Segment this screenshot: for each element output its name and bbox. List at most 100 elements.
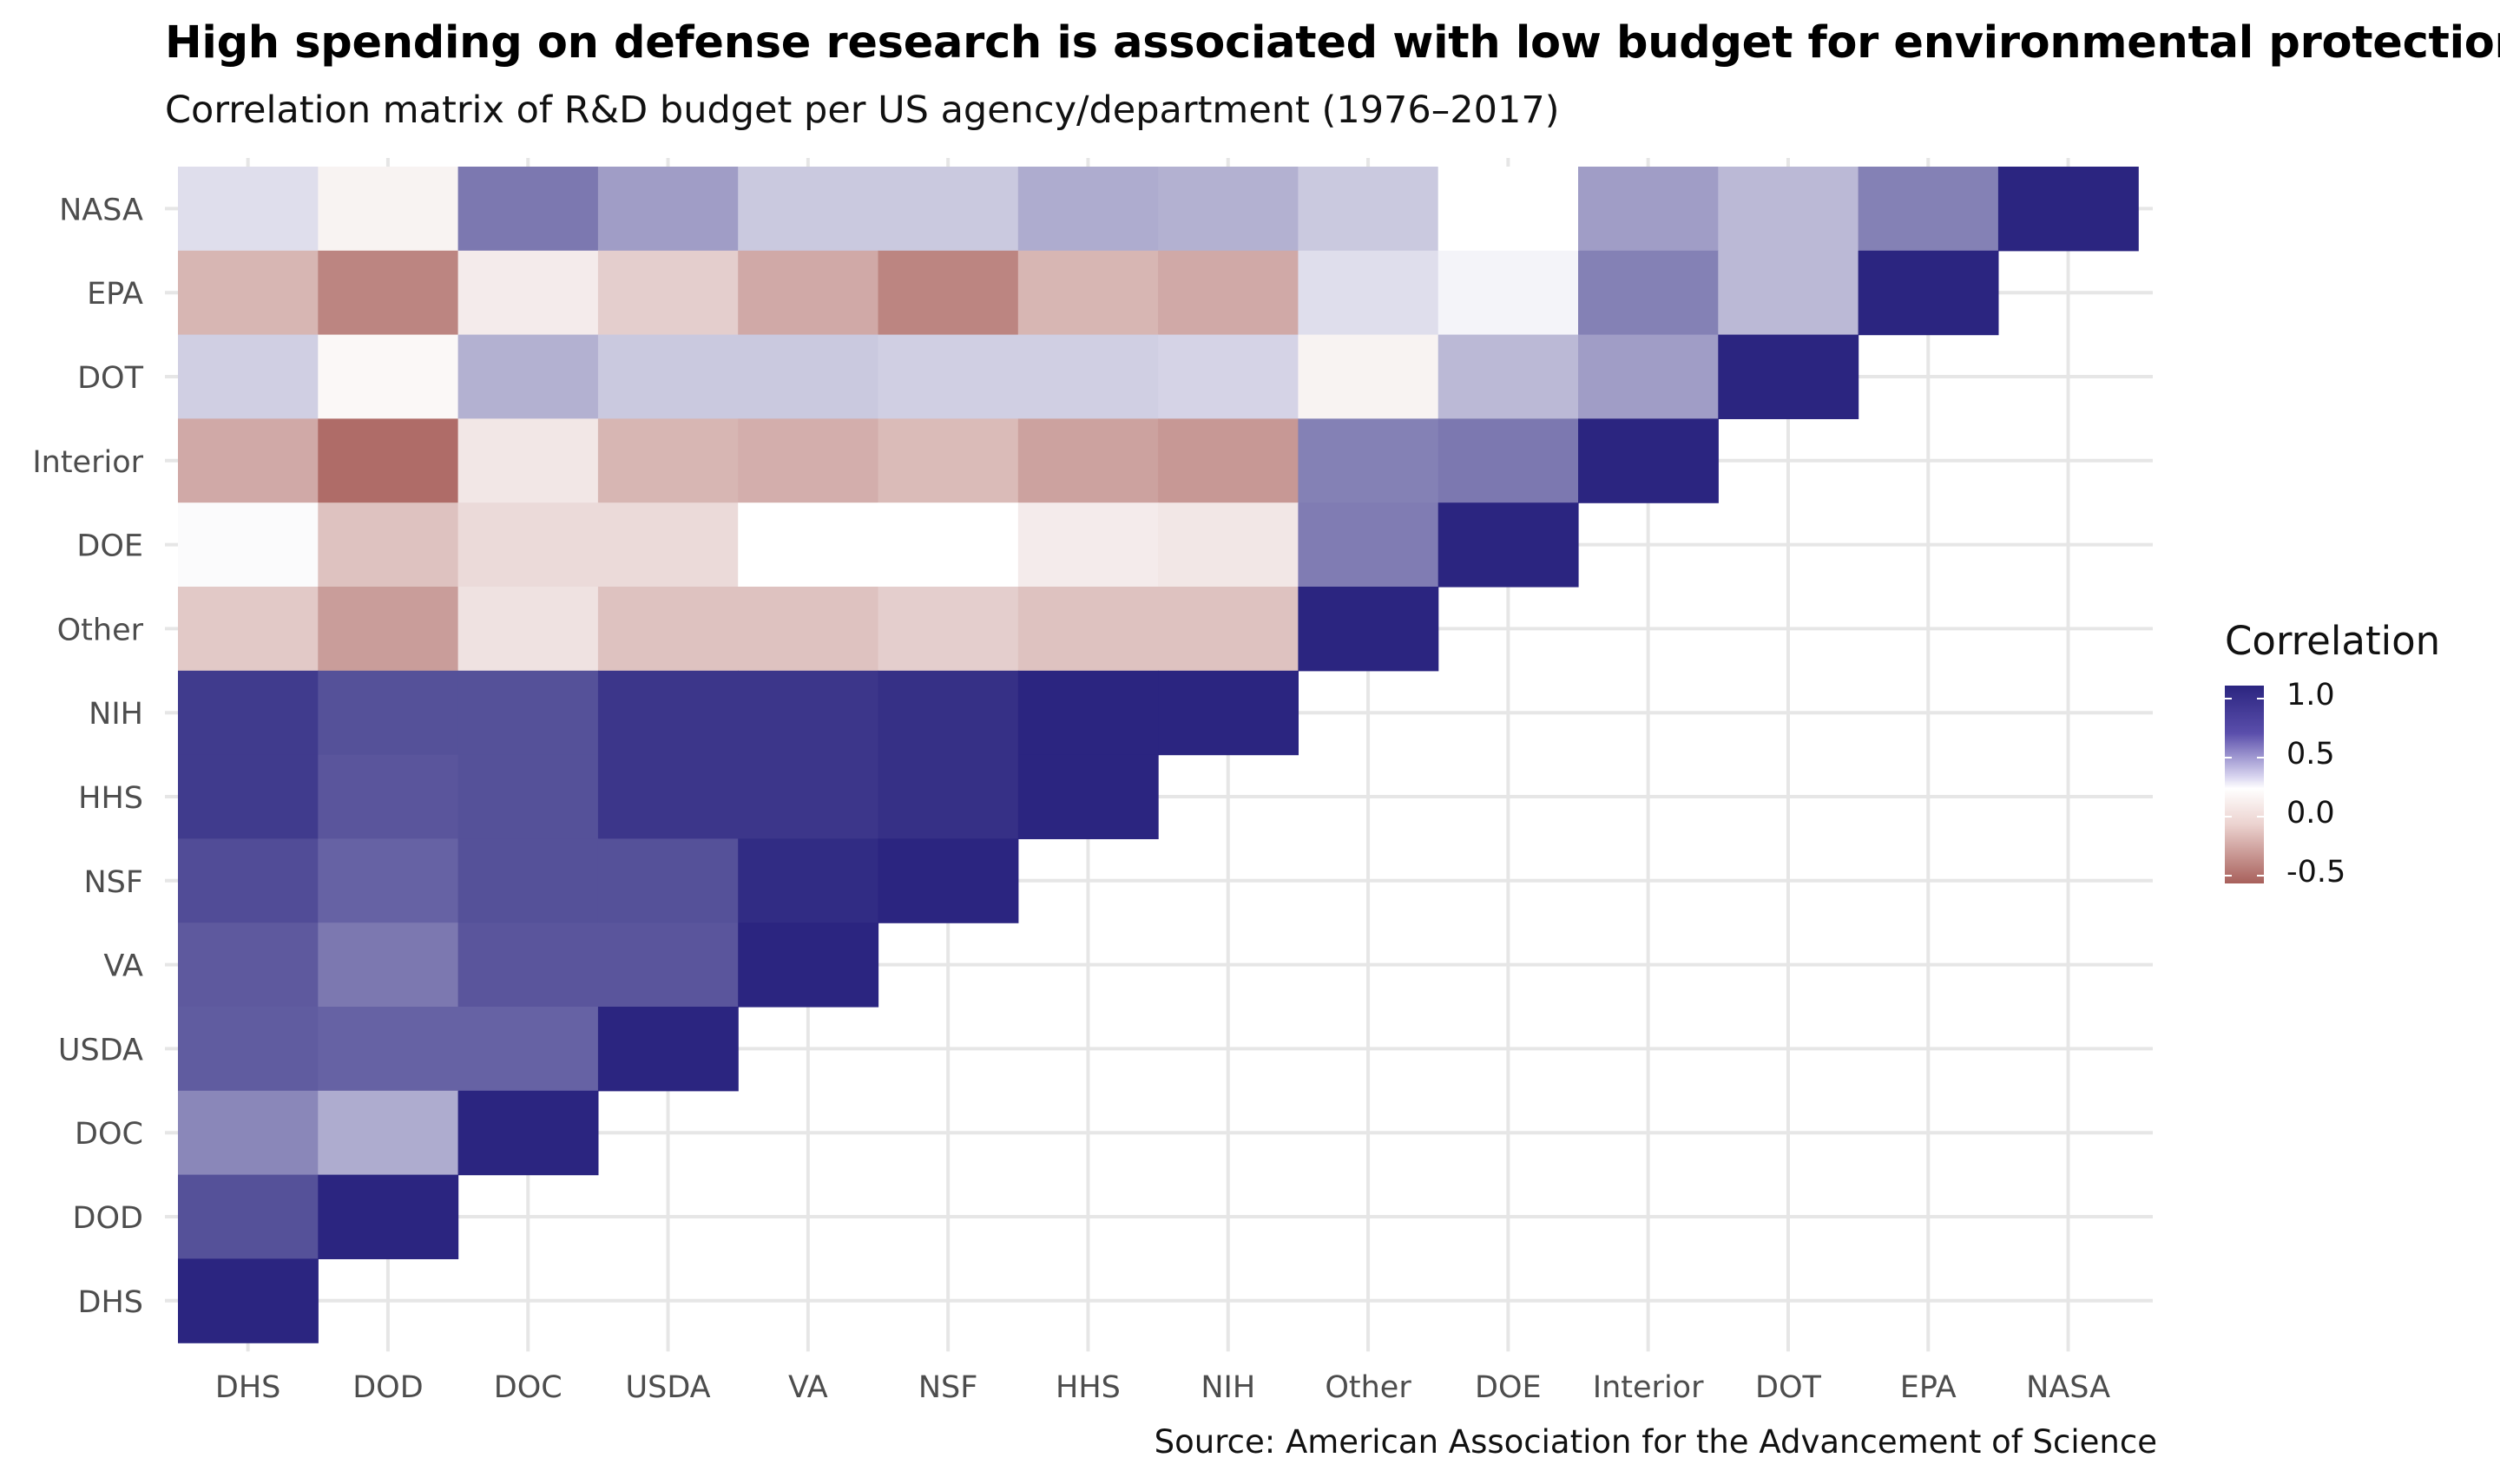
heatmap-cell-nih-dhs [178, 670, 319, 756]
heatmap-cell-va-va [738, 923, 879, 1008]
heatmap-cell-nsf-va [738, 838, 879, 923]
heatmap-cell-nsf-usda [597, 838, 739, 923]
heatmap-cell-usda-dhs [178, 1007, 319, 1092]
heatmap-cell-dot-usda [597, 334, 739, 419]
heatmap-cell-interior-va [738, 418, 879, 503]
heatmap-cell-dot-va [738, 334, 879, 419]
heatmap-cell-epa-nsf [878, 250, 1019, 336]
heatmap-cell-hhs-hhs [1017, 754, 1159, 839]
heatmap-cell-other-nsf [878, 587, 1019, 672]
heatmap-cell-dot-interior [1578, 334, 1719, 419]
heatmap-cell-epa-interior [1578, 250, 1719, 336]
heatmap-cells [178, 167, 2139, 1343]
heatmap-cell-doe-va [738, 502, 879, 588]
heatmap-cell-dhs-dhs [178, 1258, 319, 1343]
x-axis-label: DOE [1475, 1370, 1542, 1405]
heatmap-cell-nsf-dhs [178, 838, 319, 923]
x-axis-label: NIH [1201, 1370, 1255, 1405]
heatmap-cell-nasa-hhs [1017, 167, 1159, 252]
heatmap-cell-doe-nsf [878, 502, 1019, 588]
heatmap-cell-nasa-dhs [178, 167, 319, 252]
heatmap-cell-epa-doc [457, 250, 599, 336]
heatmap-cell-doe-dod [318, 502, 459, 588]
heatmap-cell-dot-other [1298, 334, 1439, 419]
heatmap-cell-dod-dod [318, 1174, 459, 1259]
heatmap-cell-nih-va [738, 670, 879, 756]
heatmap-cell-dot-hhs [1017, 334, 1159, 419]
heatmap-cell-nasa-interior [1578, 167, 1719, 252]
heatmap-cell-interior-dhs [178, 418, 319, 503]
heatmap-cell-nasa-other [1298, 167, 1439, 252]
heatmap-cell-nasa-nih [1158, 167, 1299, 252]
heatmap-cell-va-usda [597, 923, 739, 1008]
chart-title: High spending on defense research is ass… [165, 17, 2500, 69]
heatmap-cell-hhs-va [738, 754, 879, 839]
heatmap-cell-nsf-dod [318, 838, 459, 923]
heatmap-cell-other-hhs [1017, 587, 1159, 672]
x-axis-label: DOC [494, 1370, 562, 1405]
heatmap-cell-other-va [738, 587, 879, 672]
heatmap-cell-other-other [1298, 587, 1439, 672]
x-axis-label: DOT [1755, 1370, 1821, 1405]
y-axis-label: DOD [73, 1201, 143, 1236]
y-axis-labels: NASA EPA DOT Interior DOE Other NIH HHS NSF VA USD… [32, 193, 143, 1319]
heatmap-cell-usda-doc [457, 1007, 599, 1092]
y-axis-label: DOC [75, 1117, 143, 1152]
heatmap-cell-nih-nsf [878, 670, 1019, 756]
heatmap-cell-nasa-doc [457, 167, 599, 252]
heatmap-cell-doe-other [1298, 502, 1439, 588]
x-axis-label: EPA [1900, 1370, 1957, 1405]
heatmap-cell-hhs-dhs [178, 754, 319, 839]
y-axis-label: DOT [77, 361, 143, 396]
x-axis-label: Interior [1593, 1370, 1704, 1405]
x-axis-label: NSF [918, 1370, 978, 1405]
heatmap-cell-epa-va [738, 250, 879, 336]
heatmap-cell-other-doc [457, 587, 599, 672]
y-axis-label: DOE [76, 529, 143, 564]
heatmap-cell-dot-doe [1438, 334, 1579, 419]
heatmap-cell-nasa-dot [1718, 167, 1859, 252]
heatmap-cell-dot-nsf [878, 334, 1019, 419]
legend-label: 0.0 [2286, 796, 2335, 831]
chart-subtitle: Correlation matrix of R&D budget per US … [165, 89, 1560, 132]
y-axis-label: NSF [83, 865, 143, 900]
heatmap-cell-doc-doc [457, 1090, 599, 1176]
heatmap-cell-other-dhs [178, 587, 319, 672]
heatmap-cell-epa-nih [1158, 250, 1299, 336]
heatmap-cell-nasa-nsf [878, 167, 1019, 252]
x-axis-label: HHS [1056, 1370, 1121, 1405]
heatmap-cell-epa-other [1298, 250, 1439, 336]
heatmap-cell-epa-hhs [1017, 250, 1159, 336]
heatmap-cell-nih-usda [597, 670, 739, 756]
heatmap-cell-doc-dhs [178, 1090, 319, 1176]
legend-title: Correlation [2225, 618, 2441, 664]
heatmap-cell-doe-doe [1438, 502, 1579, 588]
heatmap-cell-nih-dod [318, 670, 459, 756]
y-axis-label: VA [103, 949, 143, 984]
x-axis-label: DHS [215, 1370, 281, 1405]
heatmap-cell-hhs-nsf [878, 754, 1019, 839]
x-axis-label: Other [1325, 1370, 1411, 1405]
heatmap-cell-nasa-doe [1438, 167, 1579, 252]
heatmap-cell-dot-dod [318, 334, 459, 419]
heatmap-cell-interior-dod [318, 418, 459, 503]
y-axis-label: NASA [59, 193, 143, 227]
y-axis-label: Interior [32, 445, 143, 480]
heatmap-cell-hhs-usda [597, 754, 739, 839]
heatmap-cell-interior-other [1298, 418, 1439, 503]
heatmap-cell-interior-nih [1158, 418, 1299, 503]
heatmap-cell-nih-nih [1158, 670, 1299, 756]
heatmap-cell-nasa-va [738, 167, 879, 252]
x-axis-labels: DHS DOD DOC USDA VA NSF HHS NIH Other DOE Interior… [215, 1370, 2110, 1405]
x-axis-label: NASA [2026, 1370, 2110, 1405]
heatmap-cell-other-dod [318, 587, 459, 672]
y-axis-label: DHS [78, 1285, 144, 1320]
heatmap-cell-usda-usda [597, 1007, 739, 1092]
heatmap-cell-doe-usda [597, 502, 739, 588]
heatmap-cell-interior-interior [1578, 418, 1719, 503]
heatmap-cell-va-dhs [178, 923, 319, 1008]
heatmap-cell-nasa-dod [318, 167, 459, 252]
heatmap-cell-interior-hhs [1017, 418, 1159, 503]
heatmap-cell-nih-hhs [1017, 670, 1159, 756]
